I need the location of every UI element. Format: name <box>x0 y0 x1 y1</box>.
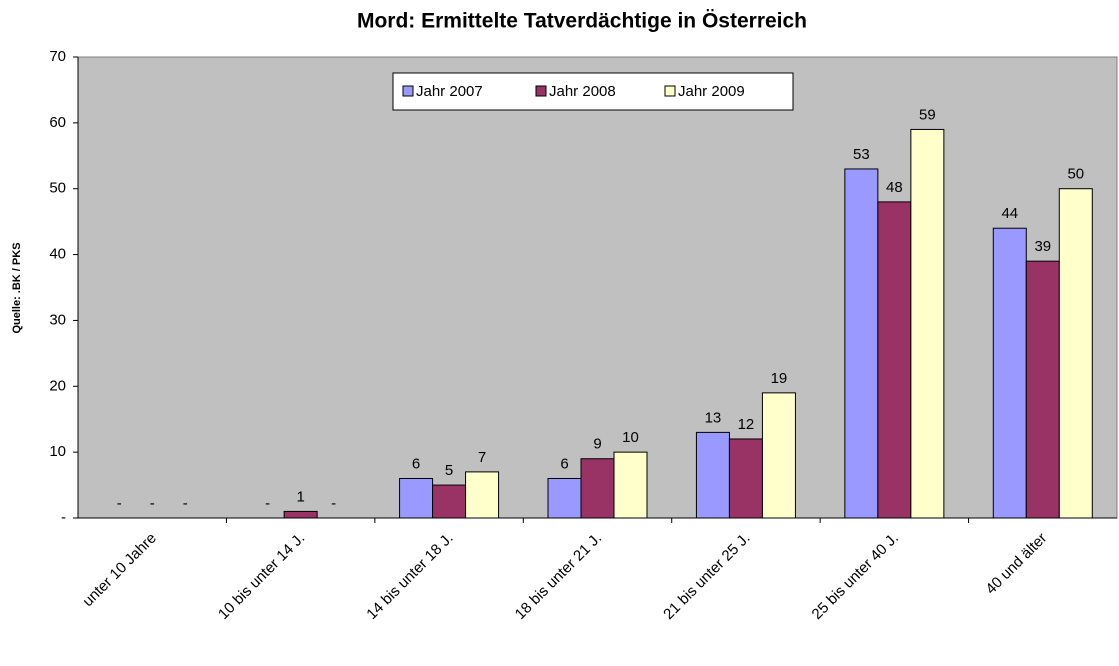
bar <box>1025 260 1060 519</box>
legend-swatch <box>402 85 414 97</box>
x-tick-label: 25 bis unter 40 J. <box>809 530 902 623</box>
bar <box>761 392 796 519</box>
legend-swatch <box>664 85 676 97</box>
y-tick-label: 60 <box>49 114 66 131</box>
bar <box>613 451 648 519</box>
data-label: - <box>265 495 270 512</box>
x-tick-label: 10 bis unter 14 J. <box>215 530 308 623</box>
bar <box>992 227 1027 519</box>
x-tick-label: unter 10 Jahre <box>79 530 159 610</box>
bar <box>1058 188 1093 519</box>
data-label: 13 <box>705 409 722 426</box>
bar <box>580 458 615 519</box>
data-label: 6 <box>412 455 420 472</box>
bar <box>695 431 730 519</box>
data-label: 59 <box>919 106 936 123</box>
data-label: - <box>183 495 188 512</box>
chart-title: Mord: Ermittelte Tatverdächtige in Öster… <box>357 10 807 33</box>
legend-label: Jahr 2008 <box>549 83 616 100</box>
data-label: 9 <box>593 436 601 453</box>
data-label: - <box>331 495 336 512</box>
data-label: 6 <box>560 455 568 472</box>
x-tick-label: 40 und älter <box>982 530 1050 598</box>
y-tick-label: 50 <box>49 180 66 197</box>
y-tick-label: 20 <box>49 377 66 394</box>
bar <box>547 477 582 519</box>
data-label: - <box>117 495 122 512</box>
data-label: 10 <box>622 429 639 446</box>
data-label: 1 <box>296 488 304 505</box>
y-tick-label: 40 <box>49 246 66 263</box>
x-tick-label: 14 bis unter 18 J. <box>363 530 456 623</box>
bar <box>432 484 467 519</box>
y-tick-label: - <box>61 509 66 526</box>
legend-label: Jahr 2007 <box>416 83 483 100</box>
bar <box>283 510 318 519</box>
y-axis-label: Quelle: .BK / PKS <box>11 242 23 333</box>
x-tick-label: 18 bis unter 21 J. <box>512 530 605 623</box>
data-label: 53 <box>853 146 870 163</box>
data-label: 39 <box>1034 238 1051 255</box>
data-label: 48 <box>886 179 903 196</box>
bar <box>728 438 763 519</box>
x-tick-label: 21 bis unter 25 J. <box>660 530 753 623</box>
legend-swatch <box>535 85 547 97</box>
bar <box>465 471 500 519</box>
data-label: 7 <box>478 449 486 466</box>
legend-label: Jahr 2009 <box>678 83 745 100</box>
data-label: 12 <box>738 416 755 433</box>
data-label: 44 <box>1001 205 1018 222</box>
y-tick-label: 30 <box>49 311 66 328</box>
data-label: 5 <box>445 462 453 479</box>
data-label: - <box>150 495 155 512</box>
bar <box>910 128 945 519</box>
data-label: 50 <box>1067 166 1084 183</box>
bar <box>877 201 912 519</box>
data-label: 19 <box>771 370 788 387</box>
bar <box>844 168 879 519</box>
legend <box>392 72 794 111</box>
y-tick-label: 10 <box>49 443 66 460</box>
bar <box>399 477 434 519</box>
y-tick-label: 70 <box>49 48 66 65</box>
